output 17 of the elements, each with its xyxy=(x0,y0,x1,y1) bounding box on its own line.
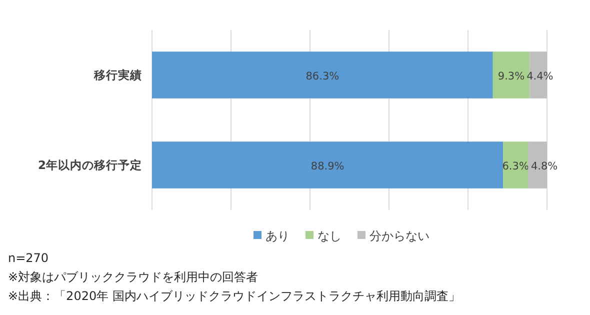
legend-label: なし xyxy=(318,229,342,243)
bar xyxy=(503,142,528,188)
data-label: 9.3% xyxy=(498,70,525,82)
text: ※出典：「2020年 国内ハイブリッドクラウドインフラストラクチャ利用動向調査」 xyxy=(8,289,460,303)
bar xyxy=(152,52,493,98)
data-label: 6.3% xyxy=(502,160,529,172)
legend-label: あり xyxy=(266,229,290,243)
text: n=270 xyxy=(8,251,49,265)
bar xyxy=(152,142,504,188)
data-label: 4.8% xyxy=(530,160,558,172)
y-tick-label: 移行実績 xyxy=(93,68,142,82)
y-tick-label: 2年以内の移行予定 xyxy=(38,158,142,172)
text: ※対象はパブリッククラウドを利用中の回答者 xyxy=(8,270,258,284)
data-label: 88.9% xyxy=(310,160,344,172)
data-label: 86.3% xyxy=(306,70,340,82)
legend-label: 分からない xyxy=(370,229,430,243)
data-label: 4.4% xyxy=(526,70,554,82)
